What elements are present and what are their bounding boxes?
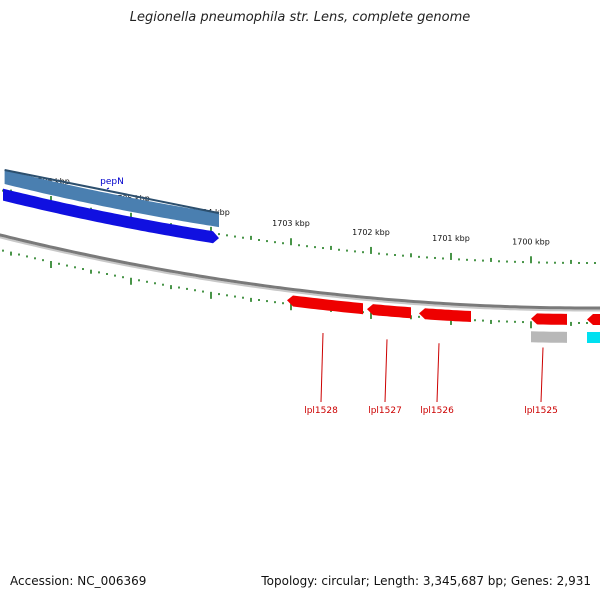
gene-labels: pepN lpl1528 lpl1527 lpl1526 lpl1525	[100, 177, 558, 416]
gene-label: lpl1526	[420, 406, 454, 416]
label-leader	[320, 333, 324, 403]
gene-feature-pepN	[4, 170, 219, 228]
gene-label: lpl1525	[524, 406, 558, 416]
map-title: Legionella pneumophila str. Lens, comple…	[129, 10, 471, 25]
cds-feature-reverse	[587, 314, 600, 325]
gene-feature-edge	[4, 169, 220, 215]
cds-feature-reverse	[587, 332, 600, 343]
cds-feature-reverse	[531, 313, 567, 325]
accession-text: Accession: NC_006369	[10, 574, 147, 588]
cds-feature-forward	[3, 188, 219, 244]
cds-feature-reverse	[287, 295, 363, 315]
scale-label: 1703 kbp	[272, 219, 310, 228]
scale-label: 1702 kbp	[352, 228, 390, 237]
topology-text: Topology: circular; Length: 3,345,687 bp…	[261, 574, 591, 588]
cds-feature-reverse	[419, 308, 471, 322]
cds-feature-reverse	[367, 304, 411, 319]
gene-label: lpl1527	[368, 406, 402, 416]
gene-label: lpl1528	[304, 406, 338, 416]
label-leader	[540, 347, 544, 403]
label-leader	[106, 187, 110, 190]
genome-backbone-shadow	[0, 236, 600, 312]
gene-features	[3, 169, 600, 343]
scale-label: 1701 kbp	[432, 234, 470, 243]
label-leader	[384, 339, 388, 403]
cds-feature-reverse	[531, 331, 567, 343]
scale-label: 1700 kbp	[512, 237, 550, 246]
gene-label: pepN	[100, 177, 124, 187]
label-leader	[436, 343, 440, 403]
genome-backbone	[0, 233, 600, 310]
